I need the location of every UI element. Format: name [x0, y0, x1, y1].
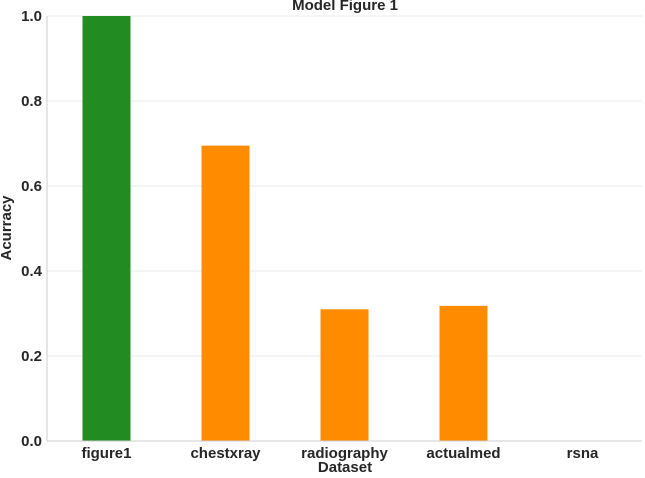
x-tick-label: rsna — [567, 445, 599, 462]
y-tick-labels: 0.0 0.2 0.4 0.6 0.8 1.0 — [21, 8, 43, 450]
x-tick-label: actualmed — [426, 445, 500, 462]
y-tick-label: 0.2 — [21, 348, 42, 365]
y-tick-label: 1.0 — [21, 8, 42, 25]
x-tick-label: radiography — [301, 445, 388, 462]
y-axis-label: Acurracy — [0, 195, 15, 261]
grid-lines — [47, 15, 642, 357]
y-tick-label: 0.0 — [21, 433, 42, 450]
bar-chestxray — [201, 145, 250, 441]
y-tick-label: 0.4 — [21, 263, 43, 280]
x-tick-label: chestxray — [190, 445, 261, 462]
bar-actualmed — [439, 305, 488, 441]
x-tick-label: figure1 — [81, 445, 131, 462]
bar-figure1 — [82, 16, 131, 441]
bars — [82, 16, 488, 441]
x-tick-labels: figure1 chestxray radiography actualmed rsna — [81, 445, 599, 462]
y-tick-label: 0.6 — [21, 178, 42, 195]
x-axis-label: Dataset — [318, 459, 372, 476]
chart-title: Model Figure 1 — [292, 0, 398, 14]
y-tick-label: 0.8 — [21, 93, 42, 110]
bar-radiography — [320, 309, 369, 441]
axes — [46, 16, 642, 442]
